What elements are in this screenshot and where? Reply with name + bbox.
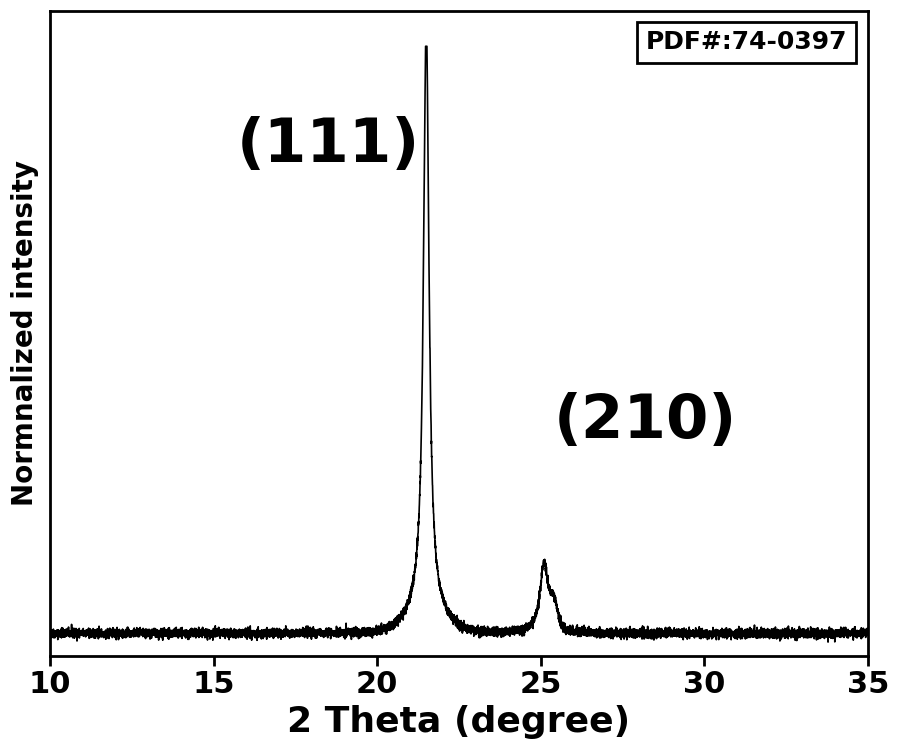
Y-axis label: Normnalized intensity: Normnalized intensity xyxy=(11,160,39,506)
Text: PDF#:74-0397: PDF#:74-0397 xyxy=(646,31,847,55)
X-axis label: 2 Theta (degree): 2 Theta (degree) xyxy=(287,705,631,739)
Text: (111): (111) xyxy=(237,116,419,176)
Text: (210): (210) xyxy=(554,392,737,451)
